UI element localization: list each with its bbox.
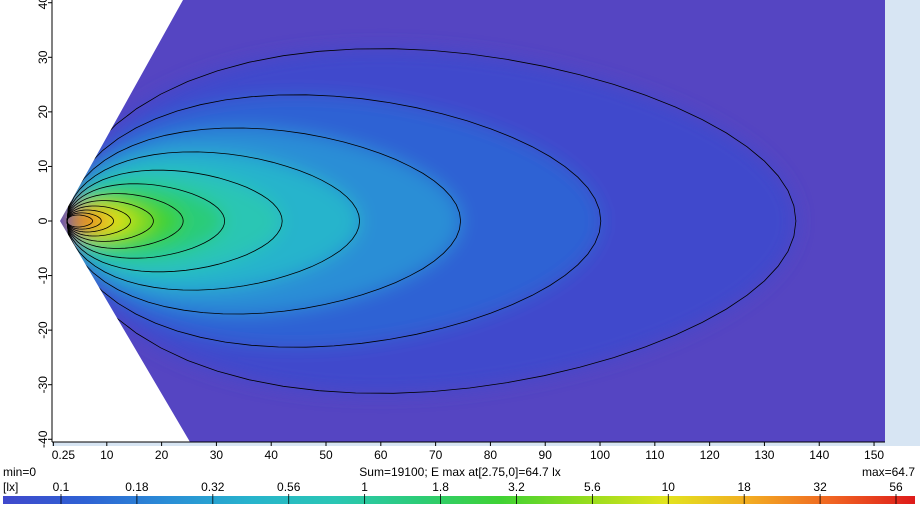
colorbar-label: 32 <box>813 480 827 494</box>
axes: 0.25 10 20 30 40 50 60 70 80 90 100 110 120 130 140 150… <box>36 0 885 462</box>
colorbar-label: 0.32 <box>201 480 225 494</box>
colorbar-label: 18 <box>738 480 752 494</box>
x-tick-label: 150 <box>864 448 884 462</box>
y-tick-label: 30 <box>36 50 50 64</box>
x-tick-label: 50 <box>319 448 333 462</box>
summary: Sum=19100; E max at[2.75,0]=64.7 lx <box>359 465 560 479</box>
contour <box>66 183 226 259</box>
y-tick-label: 40 <box>36 0 50 9</box>
x-tick-label: 130 <box>754 448 774 462</box>
colorbar-label: 0.56 <box>277 480 301 494</box>
x-tick-label: 70 <box>429 448 443 462</box>
colorbar-label: 1.8 <box>432 480 449 494</box>
y-tick-label: -40 <box>36 430 50 448</box>
x-tick-label: 60 <box>374 448 388 462</box>
colorbar-label: 1 <box>361 480 368 494</box>
x-tick-label: 120 <box>700 448 720 462</box>
colorbar-label: 0.1 <box>53 480 70 494</box>
unit-label: [lx] <box>3 480 18 494</box>
colorbar-label: 56 <box>889 480 903 494</box>
shadow-wedge <box>52 0 190 442</box>
y-tick-label: 0 <box>36 217 50 224</box>
x-tick-label: 10 <box>100 448 114 462</box>
contour <box>66 205 132 237</box>
x-tick-label: 0.25 <box>52 448 76 462</box>
contour <box>66 212 102 230</box>
contour <box>66 48 797 394</box>
colorbar-label: 3.2 <box>508 480 525 494</box>
y-tick-label: -10 <box>36 267 50 285</box>
x-tick-label: 100 <box>590 448 610 462</box>
x-tick-label: 140 <box>809 448 829 462</box>
contour <box>66 193 184 249</box>
colorbar <box>3 496 915 504</box>
x-tick-label: 90 <box>539 448 553 462</box>
y-tick-label: 20 <box>36 105 50 119</box>
contour <box>66 214 93 228</box>
x-tick-label: 40 <box>265 448 279 462</box>
plot-area <box>52 0 885 442</box>
x-tick-label: 20 <box>155 448 169 462</box>
contour <box>66 209 115 233</box>
colorbar-label: 0.18 <box>125 480 149 494</box>
field <box>67 48 796 394</box>
contour <box>66 200 154 242</box>
contour <box>66 169 283 273</box>
min-label: min=0 <box>3 465 36 479</box>
contour <box>66 127 462 315</box>
x-tick-label: 30 <box>210 448 224 462</box>
field-band <box>67 215 93 227</box>
colorbar-label: 10 <box>662 480 676 494</box>
y-axis-panel <box>0 0 52 446</box>
x-tick-label: 110 <box>645 448 664 462</box>
y-tick-label: -30 <box>36 376 50 394</box>
contour <box>66 151 361 291</box>
y-tick-label: 10 <box>36 159 50 173</box>
x-tick-label: 80 <box>484 448 498 462</box>
colorbar-label: 5.6 <box>584 480 601 494</box>
max-label: max=64.7 <box>862 465 915 479</box>
contour <box>66 94 602 348</box>
y-tick-label: -20 <box>36 321 50 339</box>
